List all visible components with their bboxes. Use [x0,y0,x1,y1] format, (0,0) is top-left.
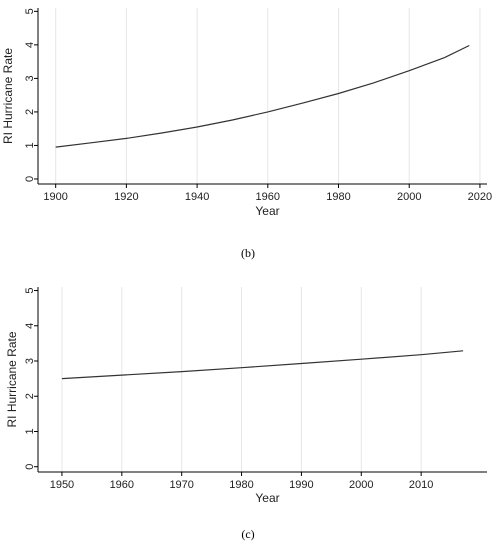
x-axis-title: Year [255,491,279,505]
x-tick-label: 1900 [43,191,67,203]
x-tick-label: 2000 [349,479,373,491]
x-tick-label: 1920 [114,191,138,203]
y-tick-label: 5 [24,287,36,293]
x-tick-label: 1990 [289,479,313,491]
y-tick-label: 4 [24,323,36,329]
chart-panel-b: 1900 1920 1940 1960 1980 2000 2020 0 1 2 3 4 5 Year RI… [1,8,492,260]
y-tick-label: 1 [24,142,36,148]
x-tick-label: 1980 [229,479,253,491]
y-tick-label: 3 [24,358,36,364]
x-tick-label: 1950 [50,479,74,491]
x-tick-label: 2020 [468,191,492,203]
x-tick-label: 1980 [326,191,350,203]
x-tick-label: 2000 [397,191,421,203]
x-tick-label: 1970 [169,479,193,491]
y-tick-label: 0 [24,176,36,182]
y-tick-label: 2 [24,393,36,399]
series-line [61,350,464,380]
x-tick-label: 1960 [256,191,280,203]
panel-caption: (b) [241,246,255,260]
x-tick-label: 1940 [185,191,209,203]
panel-caption: (c) [241,527,254,541]
y-tick-label: 0 [24,464,36,470]
y-axis-title: RI Hurricane Rate [1,48,15,144]
chart-panel-c: 1950 1960 1970 1980 1990 2000 2010 0 1 2 3 4 5 Year RI… [5,287,487,541]
series-line [55,44,470,148]
y-tick-label: 1 [24,428,36,434]
y-axis-title: RI Hurricane Rate [5,331,19,427]
x-tick-label: 2010 [409,479,433,491]
y-tick-label: 4 [24,42,36,48]
x-tick-label: 1960 [110,479,134,491]
y-tick-label: 3 [24,75,36,81]
y-tick-label: 5 [24,8,36,14]
y-tick-label: 2 [24,109,36,115]
x-axis-title: Year [255,204,279,218]
